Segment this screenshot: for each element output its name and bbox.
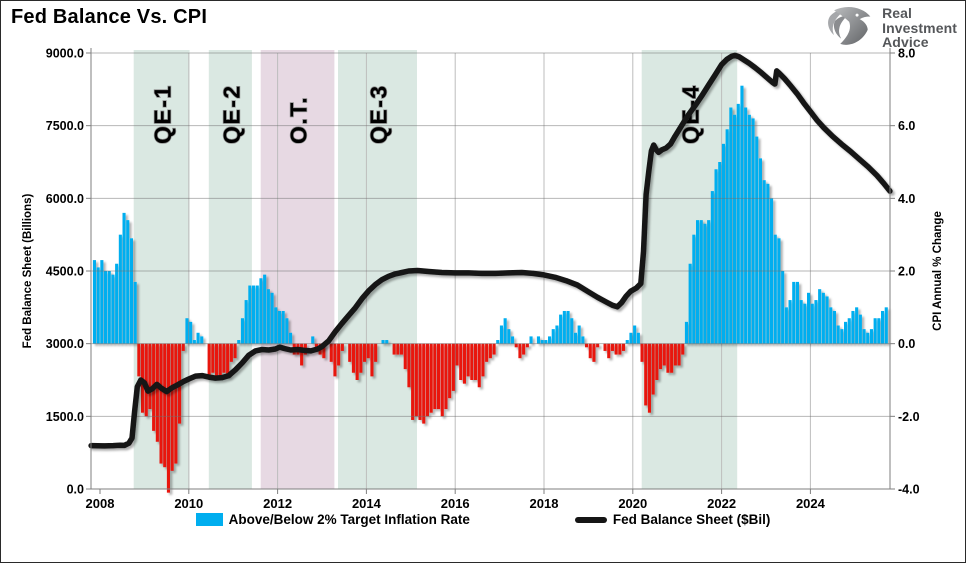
- bar-swatch: [195, 513, 223, 526]
- svg-text:9000.0: 9000.0: [46, 47, 84, 61]
- eagle-logo-icon: [828, 6, 871, 45]
- svg-text:2018: 2018: [530, 496, 559, 511]
- svg-text:8.0: 8.0: [898, 47, 915, 61]
- svg-text:QE-1: QE-1: [150, 84, 176, 144]
- svg-text:CPI Annual % Change: CPI Annual % Change: [932, 211, 944, 331]
- svg-text:4.0: 4.0: [898, 192, 915, 206]
- brand-line-3: Advice: [882, 34, 929, 51]
- brand-line-1: Real: [882, 5, 913, 22]
- svg-text:6.0: 6.0: [898, 119, 915, 133]
- svg-text:2012: 2012: [263, 496, 292, 511]
- brand-line-2: Investment: [882, 19, 957, 36]
- svg-text:0.0: 0.0: [67, 483, 84, 497]
- svg-text:2016: 2016: [441, 496, 470, 511]
- svg-text:1500.0: 1500.0: [46, 410, 84, 424]
- chart-title: Fed Balance Vs. CPI: [11, 6, 208, 28]
- svg-text:-4.0: -4.0: [898, 483, 920, 497]
- chart-plot: QE-1 QE-2 O.T. QE-3 QE-40.01500.03000.04500.…: [22, 47, 944, 512]
- legend-item-inflation: Above/Below 2% Target Inflation Rate: [195, 512, 470, 527]
- svg-text:-2.0: -2.0: [898, 410, 920, 424]
- svg-text:2024: 2024: [796, 496, 826, 511]
- svg-text:O.T.: O.T.: [286, 96, 312, 144]
- svg-text:7500.0: 7500.0: [46, 119, 84, 133]
- svg-text:2020: 2020: [618, 496, 647, 511]
- brand-name: Real Investment Advice: [882, 6, 957, 50]
- line-swatch: [574, 516, 607, 523]
- svg-text:2.0: 2.0: [898, 265, 915, 279]
- brand-logo: Real Investment Advice: [823, 5, 957, 51]
- svg-text:3000.0: 3000.0: [46, 337, 84, 351]
- svg-text:0.0: 0.0: [898, 337, 915, 351]
- svg-text:2010: 2010: [174, 496, 203, 511]
- svg-text:2008: 2008: [86, 496, 115, 511]
- legend: Above/Below 2% Target Inflation Rate Fed…: [1, 512, 965, 527]
- svg-text:Fed Balance Sheet (Billions): Fed Balance Sheet (Billions): [22, 194, 34, 349]
- legend-item-balance: Fed Balance Sheet ($Bil): [574, 512, 771, 527]
- svg-text:2022: 2022: [707, 496, 736, 511]
- svg-text:2014: 2014: [352, 496, 382, 511]
- svg-text:6000.0: 6000.0: [46, 192, 84, 206]
- svg-text:QE-2: QE-2: [218, 84, 244, 144]
- svg-text:QE-3: QE-3: [366, 84, 392, 144]
- svg-text:4500.0: 4500.0: [46, 265, 84, 279]
- legend-label-balance: Fed Balance Sheet ($Bil): [612, 512, 771, 527]
- legend-label-inflation: Above/Below 2% Target Inflation Rate: [228, 512, 470, 527]
